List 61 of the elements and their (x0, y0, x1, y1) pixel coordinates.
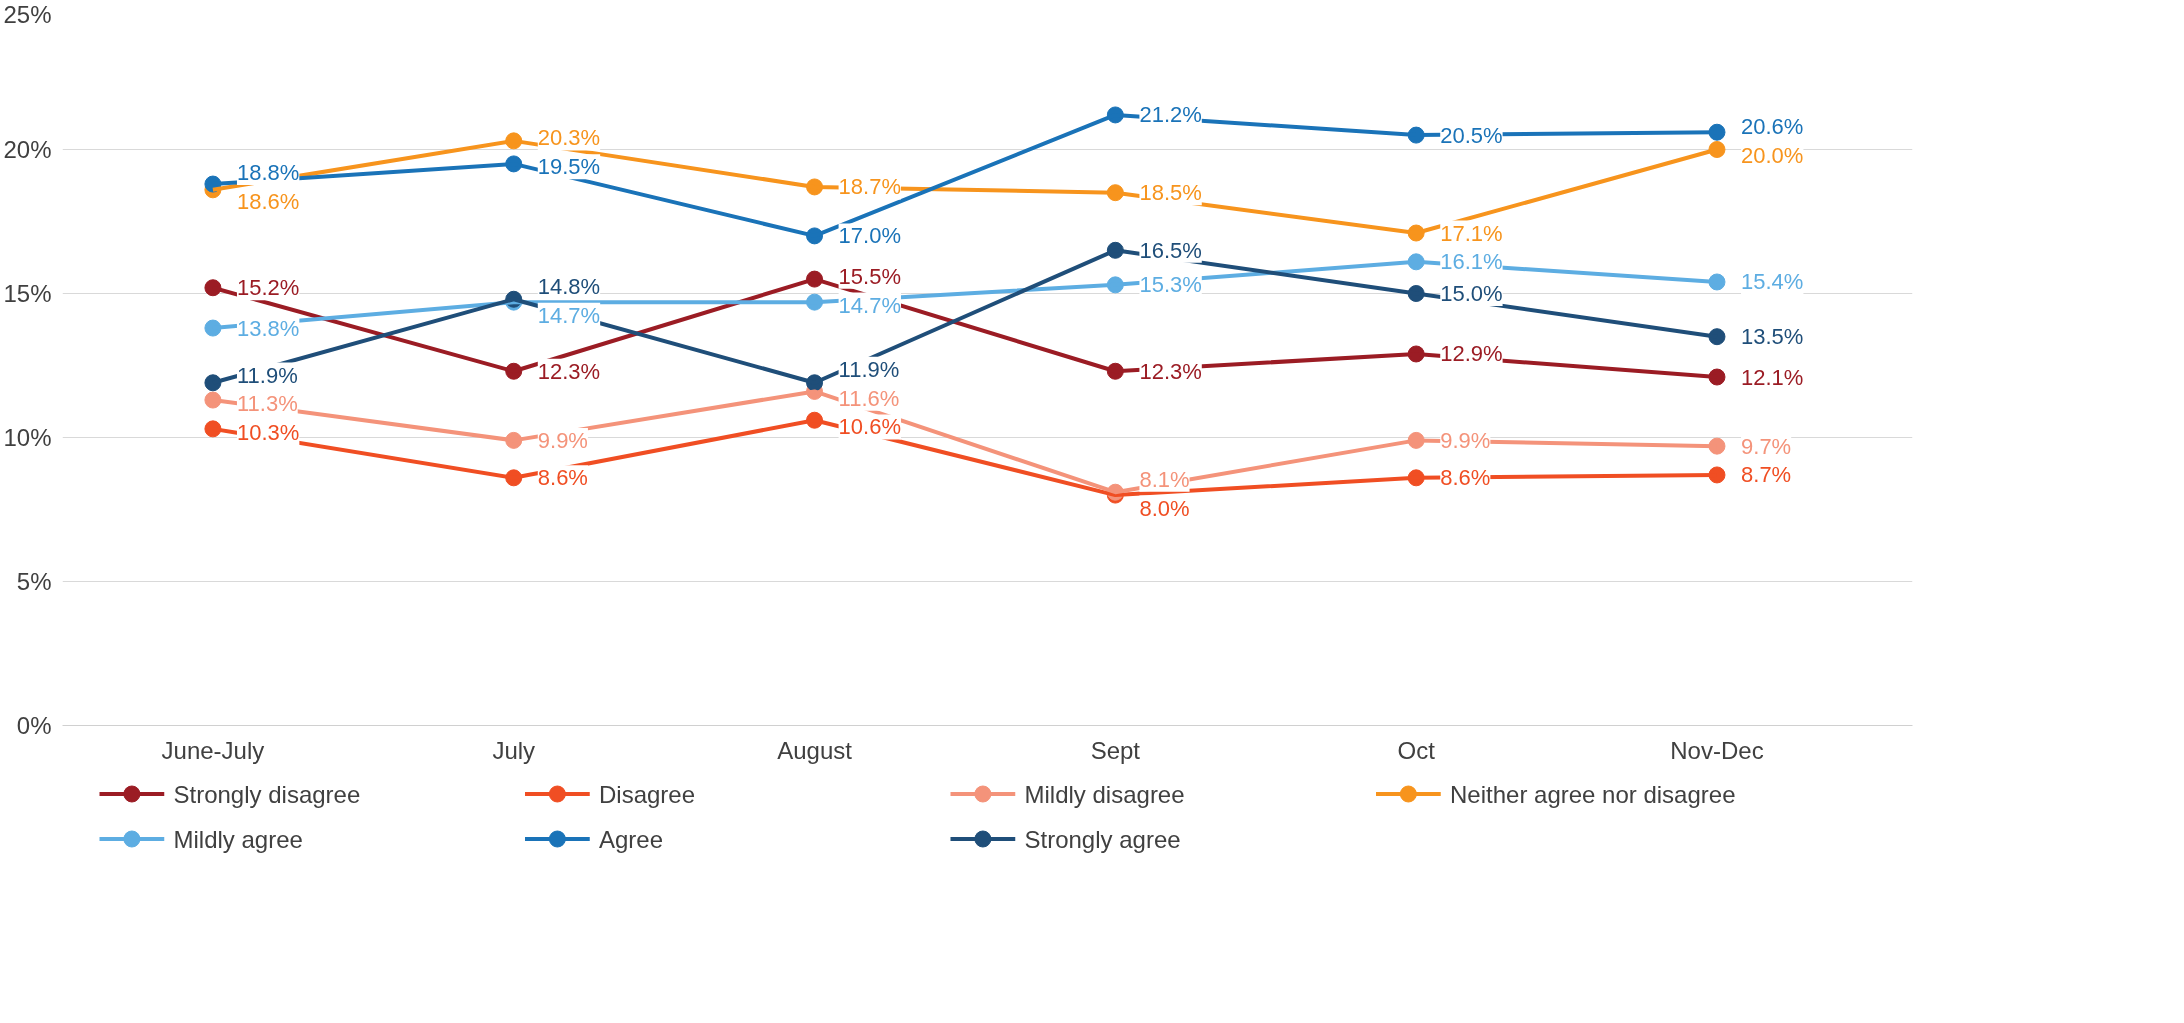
data-label: 11.9% (236, 362, 298, 388)
data-label: 15.2% (236, 275, 300, 301)
data-label: 10.6% (838, 414, 901, 440)
data-label: 20.5% (1440, 122, 1503, 148)
data-label: 15.0% (1440, 281, 1503, 306)
data-label: 13.5% (1741, 324, 1804, 350)
data-label: 20.3% (537, 125, 601, 151)
y-tick-label: 10% (3, 424, 52, 451)
data-label: 18.5% (1139, 180, 1202, 206)
data-label: 11.6% (838, 385, 900, 411)
data-label: 12.3% (1139, 358, 1202, 384)
x-tick-label: Sept (1090, 736, 1141, 764)
x-tick-label: July (492, 736, 536, 764)
x-tick-label: August (777, 736, 853, 764)
legend-label: Disagree (599, 780, 696, 808)
data-label: 11.9% (838, 356, 900, 382)
data-label: 14.7% (537, 302, 601, 328)
legend-label: Mildly disagree (1024, 780, 1185, 808)
legend-label: Mildly agree (173, 825, 303, 853)
x-tick-label: Oct (1397, 736, 1436, 764)
data-label: 12.1% (1741, 364, 1804, 390)
data-label: 17.1% (1440, 220, 1503, 246)
data-label: 19.5% (537, 154, 601, 180)
data-label: 8.0% (1139, 495, 1190, 521)
data-label: 16.1% (1440, 249, 1503, 275)
data-label: 21.2% (1139, 102, 1202, 128)
data-label: 8.7% (1741, 462, 1792, 488)
data-label: 8.6% (537, 465, 588, 491)
data-label: 17.0% (838, 223, 901, 249)
y-tick-label: 15% (3, 280, 52, 307)
y-tick-label: 5% (16, 568, 52, 595)
y-tick-label: 20% (3, 136, 52, 163)
y-tick-label: 25% (3, 0, 52, 28)
data-label: 9.7% (1741, 433, 1792, 459)
data-label: 18.7% (838, 174, 901, 200)
data-label: 18.6% (236, 188, 300, 214)
data-label: 15.5% (838, 263, 901, 289)
data-label: 9.9% (537, 427, 588, 453)
data-label: 11.3% (236, 391, 298, 417)
data-label: 10.3% (236, 420, 300, 446)
x-tick-label: Nov-Dec (1670, 736, 1764, 764)
x-tick-label: June-July (161, 736, 265, 764)
data-label: 16.5% (1139, 237, 1202, 263)
data-label: 14.8% (537, 273, 601, 299)
data-label: 12.3% (537, 358, 601, 384)
y-tick-label: 0% (16, 712, 52, 739)
legend-label: Strongly agree (1024, 825, 1181, 853)
legend-label: Neither agree nor disagree (1450, 780, 1736, 808)
data-label: 8.1% (1139, 466, 1190, 492)
data-label: 20.6% (1741, 113, 1804, 139)
data-label: 15.3% (1139, 272, 1202, 298)
data-label: 20.0% (1741, 142, 1804, 168)
data-label: 18.8% (236, 160, 300, 186)
data-label: 8.6% (1440, 465, 1491, 491)
data-label: 14.7% (838, 292, 901, 318)
data-label: 9.9% (1440, 427, 1491, 453)
data-label: 13.8% (236, 315, 300, 341)
data-label: 12.9% (1440, 341, 1503, 367)
legend-label: Agree (599, 825, 664, 853)
data-label: 15.4% (1741, 269, 1804, 295)
legend-label: Strongly disagree (173, 780, 361, 808)
